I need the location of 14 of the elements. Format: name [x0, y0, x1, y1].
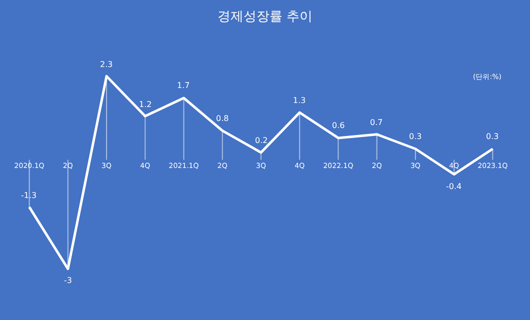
- data-label: 0.6: [332, 121, 345, 130]
- data-label: 0.3: [486, 132, 499, 141]
- data-label: 1.2: [139, 100, 152, 109]
- data-label: 0.8: [216, 114, 229, 123]
- data-label: 0.7: [370, 118, 383, 127]
- data-label: 2.3: [100, 60, 113, 69]
- chart-title: 경제성장률 추이: [217, 10, 313, 25]
- data-label: -1.3: [21, 191, 37, 200]
- data-label: 0.3: [409, 132, 422, 141]
- data-label: 1.7: [177, 81, 190, 90]
- data-label: -3: [64, 276, 72, 285]
- data-label: -0.4: [446, 182, 462, 191]
- data-label: 0.2: [255, 136, 268, 145]
- data-label: 1.3: [293, 96, 306, 105]
